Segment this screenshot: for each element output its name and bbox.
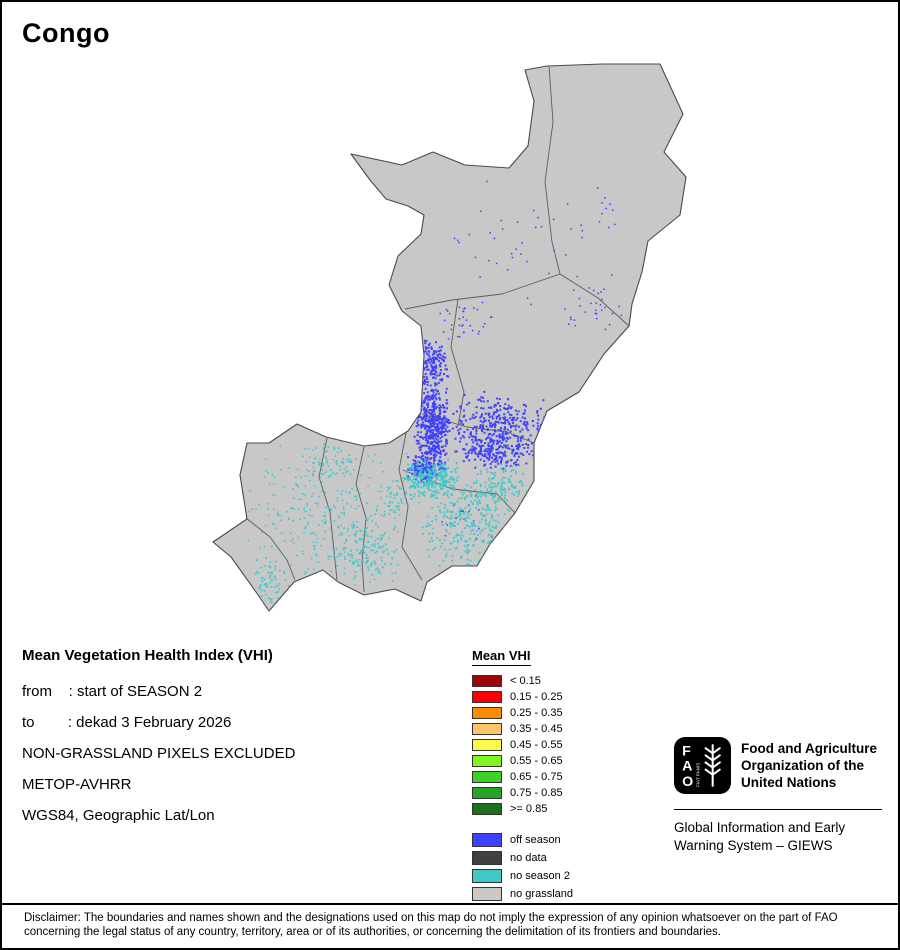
legend-row: 0.25 - 0.35 <box>472 705 573 721</box>
legend-row: 0.35 - 0.45 <box>472 721 573 737</box>
page-title: Congo <box>22 18 110 48</box>
legend-title: Mean VHI <box>472 648 531 666</box>
svg-text:FIAT PANIS: FIAT PANIS <box>695 762 700 786</box>
legend-label: no grassland <box>510 888 573 900</box>
legend-label: 0.75 - 0.85 <box>510 787 563 799</box>
fao-giews-text: Global Information and Early Warning Sys… <box>674 820 846 853</box>
legend-label: no season 2 <box>510 870 570 882</box>
legend-label: < 0.15 <box>510 675 541 687</box>
legend-label: 0.25 - 0.35 <box>510 707 563 719</box>
legend-swatch <box>472 675 502 687</box>
fao-block: F A O FIAT PANIS Food and Agriculture Or… <box>674 735 882 855</box>
legend-row: no season 2 <box>472 867 573 885</box>
disclaimer-text: Disclaimer: The boundaries and names sho… <box>24 912 838 938</box>
congo-country-shape <box>212 63 687 612</box>
legend-vhi-classes: < 0.15 0.15 - 0.25 0.25 - 0.35 0.35 - 0.45 0… <box>472 673 573 817</box>
legend-swatch <box>472 803 502 815</box>
map-info-block: Mean Vegetation Health Index (VHI) from … <box>22 647 295 831</box>
wheat-icon <box>704 743 721 787</box>
legend-row: 0.55 - 0.65 <box>472 753 573 769</box>
legend-swatch <box>472 833 502 847</box>
legend-swatch <box>472 691 502 703</box>
department-boundaries <box>245 65 630 593</box>
legend-label: 0.15 - 0.25 <box>510 691 563 703</box>
legend-swatch <box>472 707 502 719</box>
legend-row: < 0.15 <box>472 673 573 689</box>
legend-label: 0.35 - 0.45 <box>510 723 563 735</box>
svg-text:O: O <box>682 773 693 789</box>
legend-swatch <box>472 787 502 799</box>
fao-org-name: Food and Agriculture Organization of the… <box>741 740 877 790</box>
legend-row: no data <box>472 849 573 867</box>
fao-logo: F A O FIAT PANIS <box>674 736 731 794</box>
legend-row: 0.15 - 0.25 <box>472 689 573 705</box>
svg-text:F: F <box>682 743 691 759</box>
info-heading: Mean Vegetation Health Index (VHI) <box>22 647 273 664</box>
legend-row: >= 0.85 <box>472 801 573 817</box>
fao-divider <box>674 809 882 810</box>
legend-label: 0.65 - 0.75 <box>510 771 563 783</box>
fao-logo-row: F A O FIAT PANIS Food and Agriculture Or… <box>674 735 882 795</box>
legend-row: 0.65 - 0.75 <box>472 769 573 785</box>
legend-row: no grassland <box>472 885 573 903</box>
legend-label: >= 0.85 <box>510 803 548 815</box>
vhi-pixel-dots <box>241 180 623 605</box>
legend: Mean VHI < 0.15 0.15 - 0.25 0.25 - 0.35 0.3… <box>472 647 573 903</box>
legend-swatch <box>472 851 502 865</box>
legend-row: off season <box>472 831 573 849</box>
legend-label: 0.55 - 0.65 <box>510 755 563 767</box>
legend-row: 0.75 - 0.85 <box>472 785 573 801</box>
legend-label: off season <box>510 834 561 846</box>
disclaimer-divider <box>2 903 898 905</box>
legend-swatch <box>472 887 502 901</box>
legend-label: 0.45 - 0.55 <box>510 739 563 751</box>
legend-swatch <box>472 771 502 783</box>
svg-text:A: A <box>682 758 692 774</box>
legend-swatch <box>472 755 502 767</box>
legend-extra-classes: off season no data no season 2 no grassland <box>472 831 573 903</box>
legend-swatch <box>472 723 502 735</box>
info-lines: from : start of SEASON 2 to : dekad 3 Fe… <box>22 683 296 824</box>
legend-swatch <box>472 739 502 751</box>
legend-swatch <box>472 869 502 883</box>
map-canvas <box>212 63 687 612</box>
legend-row: 0.45 - 0.55 <box>472 737 573 753</box>
legend-label: no data <box>510 852 547 864</box>
